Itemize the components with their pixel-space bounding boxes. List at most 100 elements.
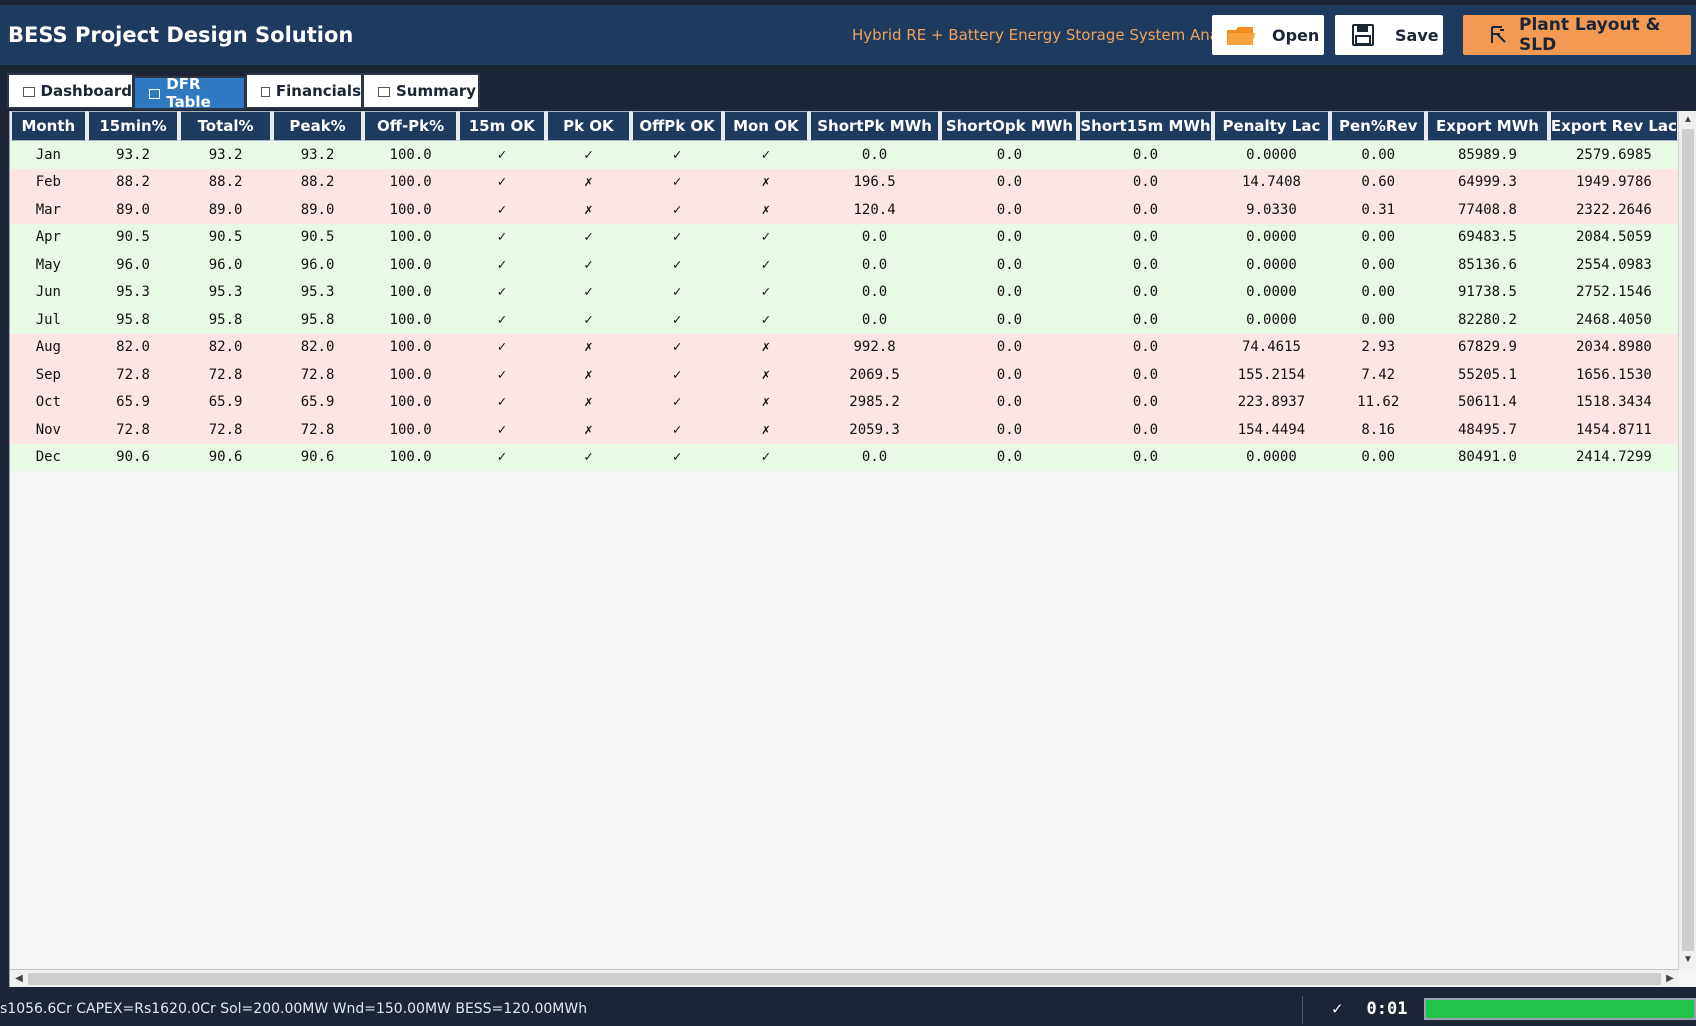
table-cell[interactable]: ✓ bbox=[722, 223, 809, 251]
table-cell[interactable]: 2069.5 bbox=[808, 361, 941, 389]
table-cell[interactable]: ✓ bbox=[457, 278, 546, 306]
table-cell[interactable]: ✓ bbox=[631, 416, 723, 444]
table-cell[interactable]: 85136.6 bbox=[1426, 251, 1549, 279]
table-cell[interactable]: 14.7408 bbox=[1212, 168, 1331, 196]
table-cell[interactable]: 155.2154 bbox=[1212, 361, 1331, 389]
table-row[interactable]: May 96.0 96.0 96.0 100.0 ✓ ✓ ✓ ✓ 0.0 0.0 0.0 0.0000 0… bbox=[10, 251, 1679, 279]
table-cell[interactable]: 96.0 bbox=[86, 251, 180, 279]
table-cell[interactable]: ✗ bbox=[722, 388, 809, 416]
table-cell[interactable]: ✓ bbox=[545, 223, 632, 251]
table-cell[interactable]: 0.00 bbox=[1330, 278, 1427, 306]
table-cell[interactable]: 2752.1546 bbox=[1548, 278, 1679, 306]
table-row[interactable]: Aug 82.0 82.0 82.0 100.0 ✓ ✗ ✓ ✗ 992.8 0.0 0.0 74.46… bbox=[10, 333, 1679, 361]
table-cell[interactable]: ✓ bbox=[631, 361, 723, 389]
table-cell[interactable]: Mar bbox=[10, 196, 87, 224]
column-header[interactable]: Month bbox=[10, 111, 87, 141]
table-cell[interactable]: 0.0 bbox=[940, 306, 1079, 334]
table-cell[interactable]: ✓ bbox=[631, 168, 723, 196]
table-cell[interactable]: 0.0 bbox=[1078, 223, 1213, 251]
table-cell[interactable]: 88.2 bbox=[86, 168, 180, 196]
table-cell[interactable]: 90.6 bbox=[271, 443, 364, 471]
table-cell[interactable]: 96.0 bbox=[179, 251, 272, 279]
table-cell[interactable]: 0.00 bbox=[1330, 223, 1427, 251]
table-cell[interactable]: 85989.9 bbox=[1426, 141, 1549, 169]
table-cell[interactable]: 89.0 bbox=[271, 196, 364, 224]
table-cell[interactable]: 90.6 bbox=[179, 443, 272, 471]
table-cell[interactable]: Apr bbox=[10, 223, 87, 251]
table-cell[interactable]: Jul bbox=[10, 306, 87, 334]
table-cell[interactable]: 50611.4 bbox=[1426, 388, 1549, 416]
table-cell[interactable]: 100.0 bbox=[363, 251, 458, 279]
table-cell[interactable]: 100.0 bbox=[363, 388, 458, 416]
table-row[interactable]: Oct 65.9 65.9 65.9 100.0 ✓ ✗ ✓ ✗ 2985.2 0.0 0.0 223.… bbox=[10, 388, 1679, 416]
table-row[interactable]: Mar 89.0 89.0 89.0 100.0 ✓ ✗ ✓ ✗ 120.4 0.0 0.0 9.033… bbox=[10, 196, 1679, 224]
table-cell[interactable]: 0.0 bbox=[1078, 333, 1213, 361]
table-cell[interactable]: 0.0 bbox=[940, 251, 1079, 279]
table-cell[interactable]: 0.0 bbox=[940, 196, 1079, 224]
table-cell[interactable]: ✓ bbox=[457, 416, 546, 444]
table-cell[interactable]: 72.8 bbox=[179, 361, 272, 389]
vertical-scrollbar[interactable]: ▲ ▼ bbox=[1678, 111, 1696, 969]
table-cell[interactable]: 72.8 bbox=[86, 361, 180, 389]
scroll-up-arrow-icon[interactable]: ▲ bbox=[1683, 114, 1693, 125]
plant-layout-button[interactable]: Plant Layout & SLD bbox=[1463, 15, 1691, 55]
table-cell[interactable]: 0.0 bbox=[1078, 196, 1213, 224]
table-cell[interactable]: 93.2 bbox=[179, 141, 272, 169]
table-cell[interactable]: 2059.3 bbox=[808, 416, 941, 444]
tab-dfr-table[interactable]: DFR Table bbox=[133, 75, 246, 111]
column-header[interactable]: Pen%Rev bbox=[1330, 111, 1427, 141]
table-cell[interactable]: ✓ bbox=[457, 168, 546, 196]
table-cell[interactable]: ✗ bbox=[722, 168, 809, 196]
table-cell[interactable]: ✓ bbox=[631, 333, 723, 361]
table-cell[interactable]: 100.0 bbox=[363, 278, 458, 306]
table-cell[interactable]: 65.9 bbox=[86, 388, 180, 416]
table-row[interactable]: Jul 95.8 95.8 95.8 100.0 ✓ ✓ ✓ ✓ 0.0 0.0 0.0 0.0000 0… bbox=[10, 306, 1679, 334]
table-cell[interactable]: 2084.5059 bbox=[1548, 223, 1679, 251]
table-cell[interactable]: 72.8 bbox=[271, 361, 364, 389]
table-cell[interactable]: 74.4615 bbox=[1212, 333, 1331, 361]
table-cell[interactable]: ✓ bbox=[722, 141, 809, 169]
table-cell[interactable]: 100.0 bbox=[363, 416, 458, 444]
column-header[interactable]: Total% bbox=[179, 111, 272, 141]
table-row[interactable]: Apr 90.5 90.5 90.5 100.0 ✓ ✓ ✓ ✓ 0.0 0.0 0.0 0.0000 0… bbox=[10, 223, 1679, 251]
save-button[interactable]: Save bbox=[1335, 15, 1443, 55]
table-cell[interactable]: 0.00 bbox=[1330, 251, 1427, 279]
column-header[interactable]: OffPk OK bbox=[631, 111, 723, 141]
table-cell[interactable]: 154.4494 bbox=[1212, 416, 1331, 444]
table-cell[interactable]: ✓ bbox=[457, 141, 546, 169]
table-cell[interactable]: Aug bbox=[10, 333, 87, 361]
table-cell[interactable]: 0.0 bbox=[940, 361, 1079, 389]
table-cell[interactable]: 2468.4050 bbox=[1548, 306, 1679, 334]
table-cell[interactable]: ✓ bbox=[457, 306, 546, 334]
column-header[interactable]: 15min% bbox=[86, 111, 180, 141]
table-cell[interactable]: 72.8 bbox=[271, 416, 364, 444]
column-header[interactable]: ShortOpk MWh bbox=[940, 111, 1079, 141]
table-cell[interactable]: 0.0 bbox=[940, 333, 1079, 361]
table-row[interactable]: Jan 93.2 93.2 93.2 100.0 ✓ ✓ ✓ ✓ 0.0 0.0 0.0 0.0000 0… bbox=[10, 141, 1679, 169]
table-cell[interactable]: ✓ bbox=[457, 361, 546, 389]
table-cell[interactable]: 82.0 bbox=[86, 333, 180, 361]
table-cell[interactable]: 0.31 bbox=[1330, 196, 1427, 224]
table-cell[interactable]: ✓ bbox=[631, 196, 723, 224]
table-cell[interactable]: 77408.8 bbox=[1426, 196, 1549, 224]
table-cell[interactable]: May bbox=[10, 251, 87, 279]
table-cell[interactable]: ✗ bbox=[545, 333, 632, 361]
table-cell[interactable]: ✓ bbox=[457, 223, 546, 251]
table-cell[interactable]: 0.0 bbox=[1078, 443, 1213, 471]
column-header[interactable]: Pk OK bbox=[545, 111, 632, 141]
table-cell[interactable]: 0.60 bbox=[1330, 168, 1427, 196]
table-cell[interactable]: 55205.1 bbox=[1426, 361, 1549, 389]
vertical-scroll-thumb[interactable] bbox=[1682, 129, 1694, 951]
table-cell[interactable]: 82.0 bbox=[271, 333, 364, 361]
table-cell[interactable]: 0.0 bbox=[808, 251, 941, 279]
table-cell[interactable]: 82280.2 bbox=[1426, 306, 1549, 334]
table-cell[interactable]: 80491.0 bbox=[1426, 443, 1549, 471]
table-cell[interactable]: ✓ bbox=[722, 251, 809, 279]
table-cell[interactable]: ✗ bbox=[722, 361, 809, 389]
table-cell[interactable]: 88.2 bbox=[179, 168, 272, 196]
table-cell[interactable]: ✗ bbox=[545, 416, 632, 444]
table-cell[interactable]: ✓ bbox=[545, 251, 632, 279]
table-cell[interactable]: 2034.8980 bbox=[1548, 333, 1679, 361]
column-header[interactable]: Penalty Lac bbox=[1212, 111, 1331, 141]
table-cell[interactable]: 0.0000 bbox=[1212, 141, 1331, 169]
